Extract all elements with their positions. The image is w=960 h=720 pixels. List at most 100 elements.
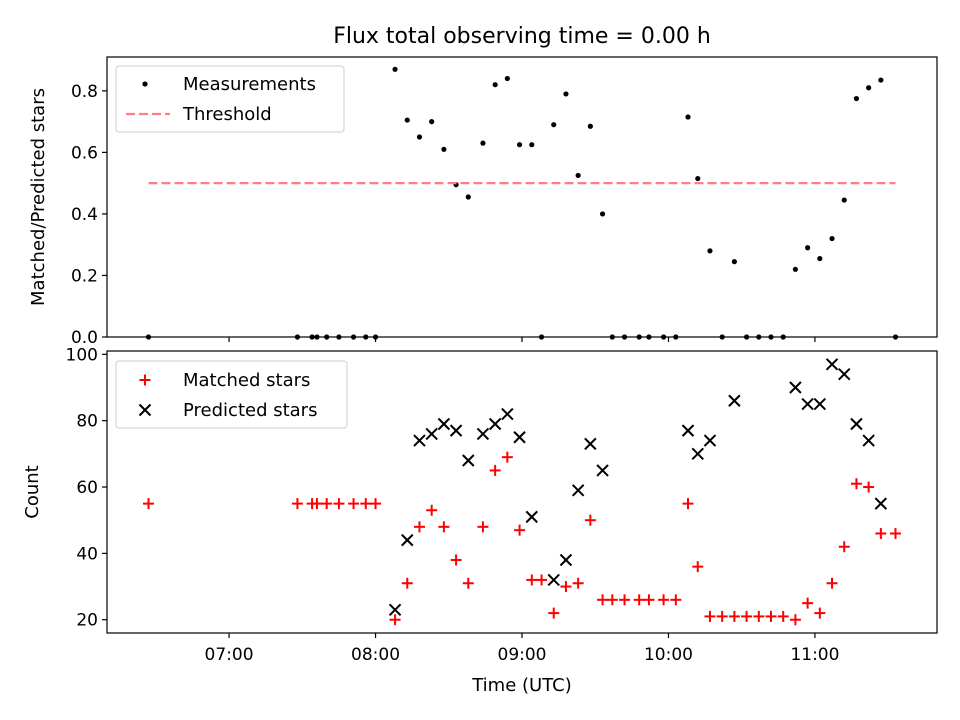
measurement-point [429, 119, 435, 125]
predicted-star-marker [513, 431, 526, 444]
matched-star-marker [863, 481, 875, 493]
matched-star-marker [526, 574, 538, 586]
legend-matched-stars-label: Matched stars [183, 370, 310, 391]
top-y-tick-label: 0.4 [71, 205, 98, 225]
matched-star-marker [741, 610, 753, 622]
measurement-point [416, 134, 423, 140]
measurement-point [516, 142, 523, 148]
bottom-y-tick-label: 60 [76, 478, 98, 498]
legend-threshold-label: Threshold [182, 104, 272, 125]
x-tick-label: 08:00 [351, 645, 400, 665]
predicted-star-marker [813, 397, 827, 411]
top-y-tick-label: 0.0 [71, 328, 98, 348]
predicted-star-marker [584, 437, 597, 451]
top-y-tick-label: 0.8 [71, 82, 98, 102]
predicted-star-marker [571, 484, 585, 497]
matched-star-marker [597, 594, 609, 606]
matched-star-marker [501, 451, 513, 463]
matched-star-marker [462, 577, 474, 589]
measurement-point [707, 248, 713, 254]
measurement-point [551, 122, 557, 128]
matched-star-marker [333, 498, 345, 510]
matched-star-marker [658, 594, 670, 606]
top-y-tick-label: 0.6 [71, 143, 98, 163]
measurement-point [878, 77, 884, 83]
measurement-point [587, 123, 593, 129]
predicted-star-marker [825, 358, 839, 371]
measurement-point [465, 194, 471, 200]
predicted-star-marker [437, 417, 451, 431]
x-axis-label: Time (UTC) [471, 675, 572, 696]
predicted-star-marker [449, 424, 463, 437]
matched-star-marker [682, 498, 694, 510]
measurement-point [404, 117, 410, 123]
measurement-point [504, 75, 510, 82]
matched-star-marker [389, 614, 401, 626]
matched-star-marker [321, 498, 333, 510]
predicted-star-marker [462, 454, 475, 467]
matched-star-marker [728, 610, 740, 622]
matched-star-marker [890, 527, 901, 539]
predicted-star-marker [681, 424, 695, 437]
matched-star-marker [477, 521, 489, 533]
measurement-point [599, 211, 606, 217]
matched-star-marker [143, 498, 154, 510]
bottom-y-tick-label: 80 [76, 412, 98, 432]
predicted-star-marker [874, 497, 888, 510]
top-legend-box [115, 65, 345, 133]
measurement-point [853, 95, 860, 102]
bottom-axes: 20 40 60 80 100 07:00 08:00 09:00 10:00 11:00 [66, 345, 938, 665]
predicted-star-marker [789, 381, 802, 394]
matched-star-marker [692, 561, 704, 573]
predicted-star-marker [525, 510, 538, 524]
predicted-star-marker [476, 427, 490, 441]
predicted-star-marker [425, 427, 438, 441]
matched-star-marker [348, 498, 360, 510]
predicted-star-marker [596, 464, 609, 477]
matched-star-marker [753, 610, 765, 622]
predicted-star-marker [388, 603, 402, 616]
bottom-y-tick-label: 40 [76, 544, 98, 564]
matched-star-marker [291, 498, 303, 510]
top-axes: 0.0 0.2 0.4 0.6 0.8 [71, 56, 938, 348]
predicted-star-marker [691, 447, 704, 461]
matched-star-marker [311, 498, 323, 510]
x-tick-label: 07:00 [205, 645, 254, 665]
matched-star-marker [489, 464, 501, 476]
measurement-point [805, 245, 811, 251]
bottom-y-tick-label: 100 [66, 345, 98, 365]
measurement-point [731, 259, 737, 265]
matched-star-marker [413, 521, 425, 533]
matched-star-marker [850, 478, 862, 490]
predicted-star-marker [547, 573, 560, 587]
matched-star-marker [548, 607, 560, 619]
matched-star-marker [789, 614, 801, 626]
predicted-star-marker [801, 397, 814, 411]
matched-star-marker [826, 577, 838, 589]
matched-star-marker [360, 498, 372, 510]
matched-star-marker [777, 610, 789, 622]
predicted-star-marker [728, 394, 741, 407]
matched-star-marker [572, 577, 584, 589]
top-y-axis-label: Matched/Predicted stars [28, 88, 49, 306]
x-tick-label: 11:00 [790, 645, 839, 665]
measurement-point [441, 146, 447, 152]
legend-predicted-stars-marker [138, 403, 152, 417]
predicted-star-marker [559, 553, 573, 567]
matched-star-marker [838, 541, 850, 553]
legend-measurements-marker [142, 81, 148, 87]
matched-star-marker [401, 577, 413, 589]
matched-star-marker [619, 594, 631, 606]
matched-star-marker [765, 610, 777, 622]
bottom-legend-box [115, 360, 348, 429]
matched-star-marker [560, 581, 572, 593]
predicted-star-marker [501, 407, 514, 421]
matched-star-marker [814, 607, 826, 619]
measurement-point [529, 142, 535, 148]
predicted-star-marker [488, 417, 502, 431]
measurement-point [829, 235, 835, 242]
measurement-point [817, 255, 823, 262]
top-y-tick-label: 0.2 [71, 266, 98, 286]
bottom-y-axis-label: Count [22, 465, 43, 518]
